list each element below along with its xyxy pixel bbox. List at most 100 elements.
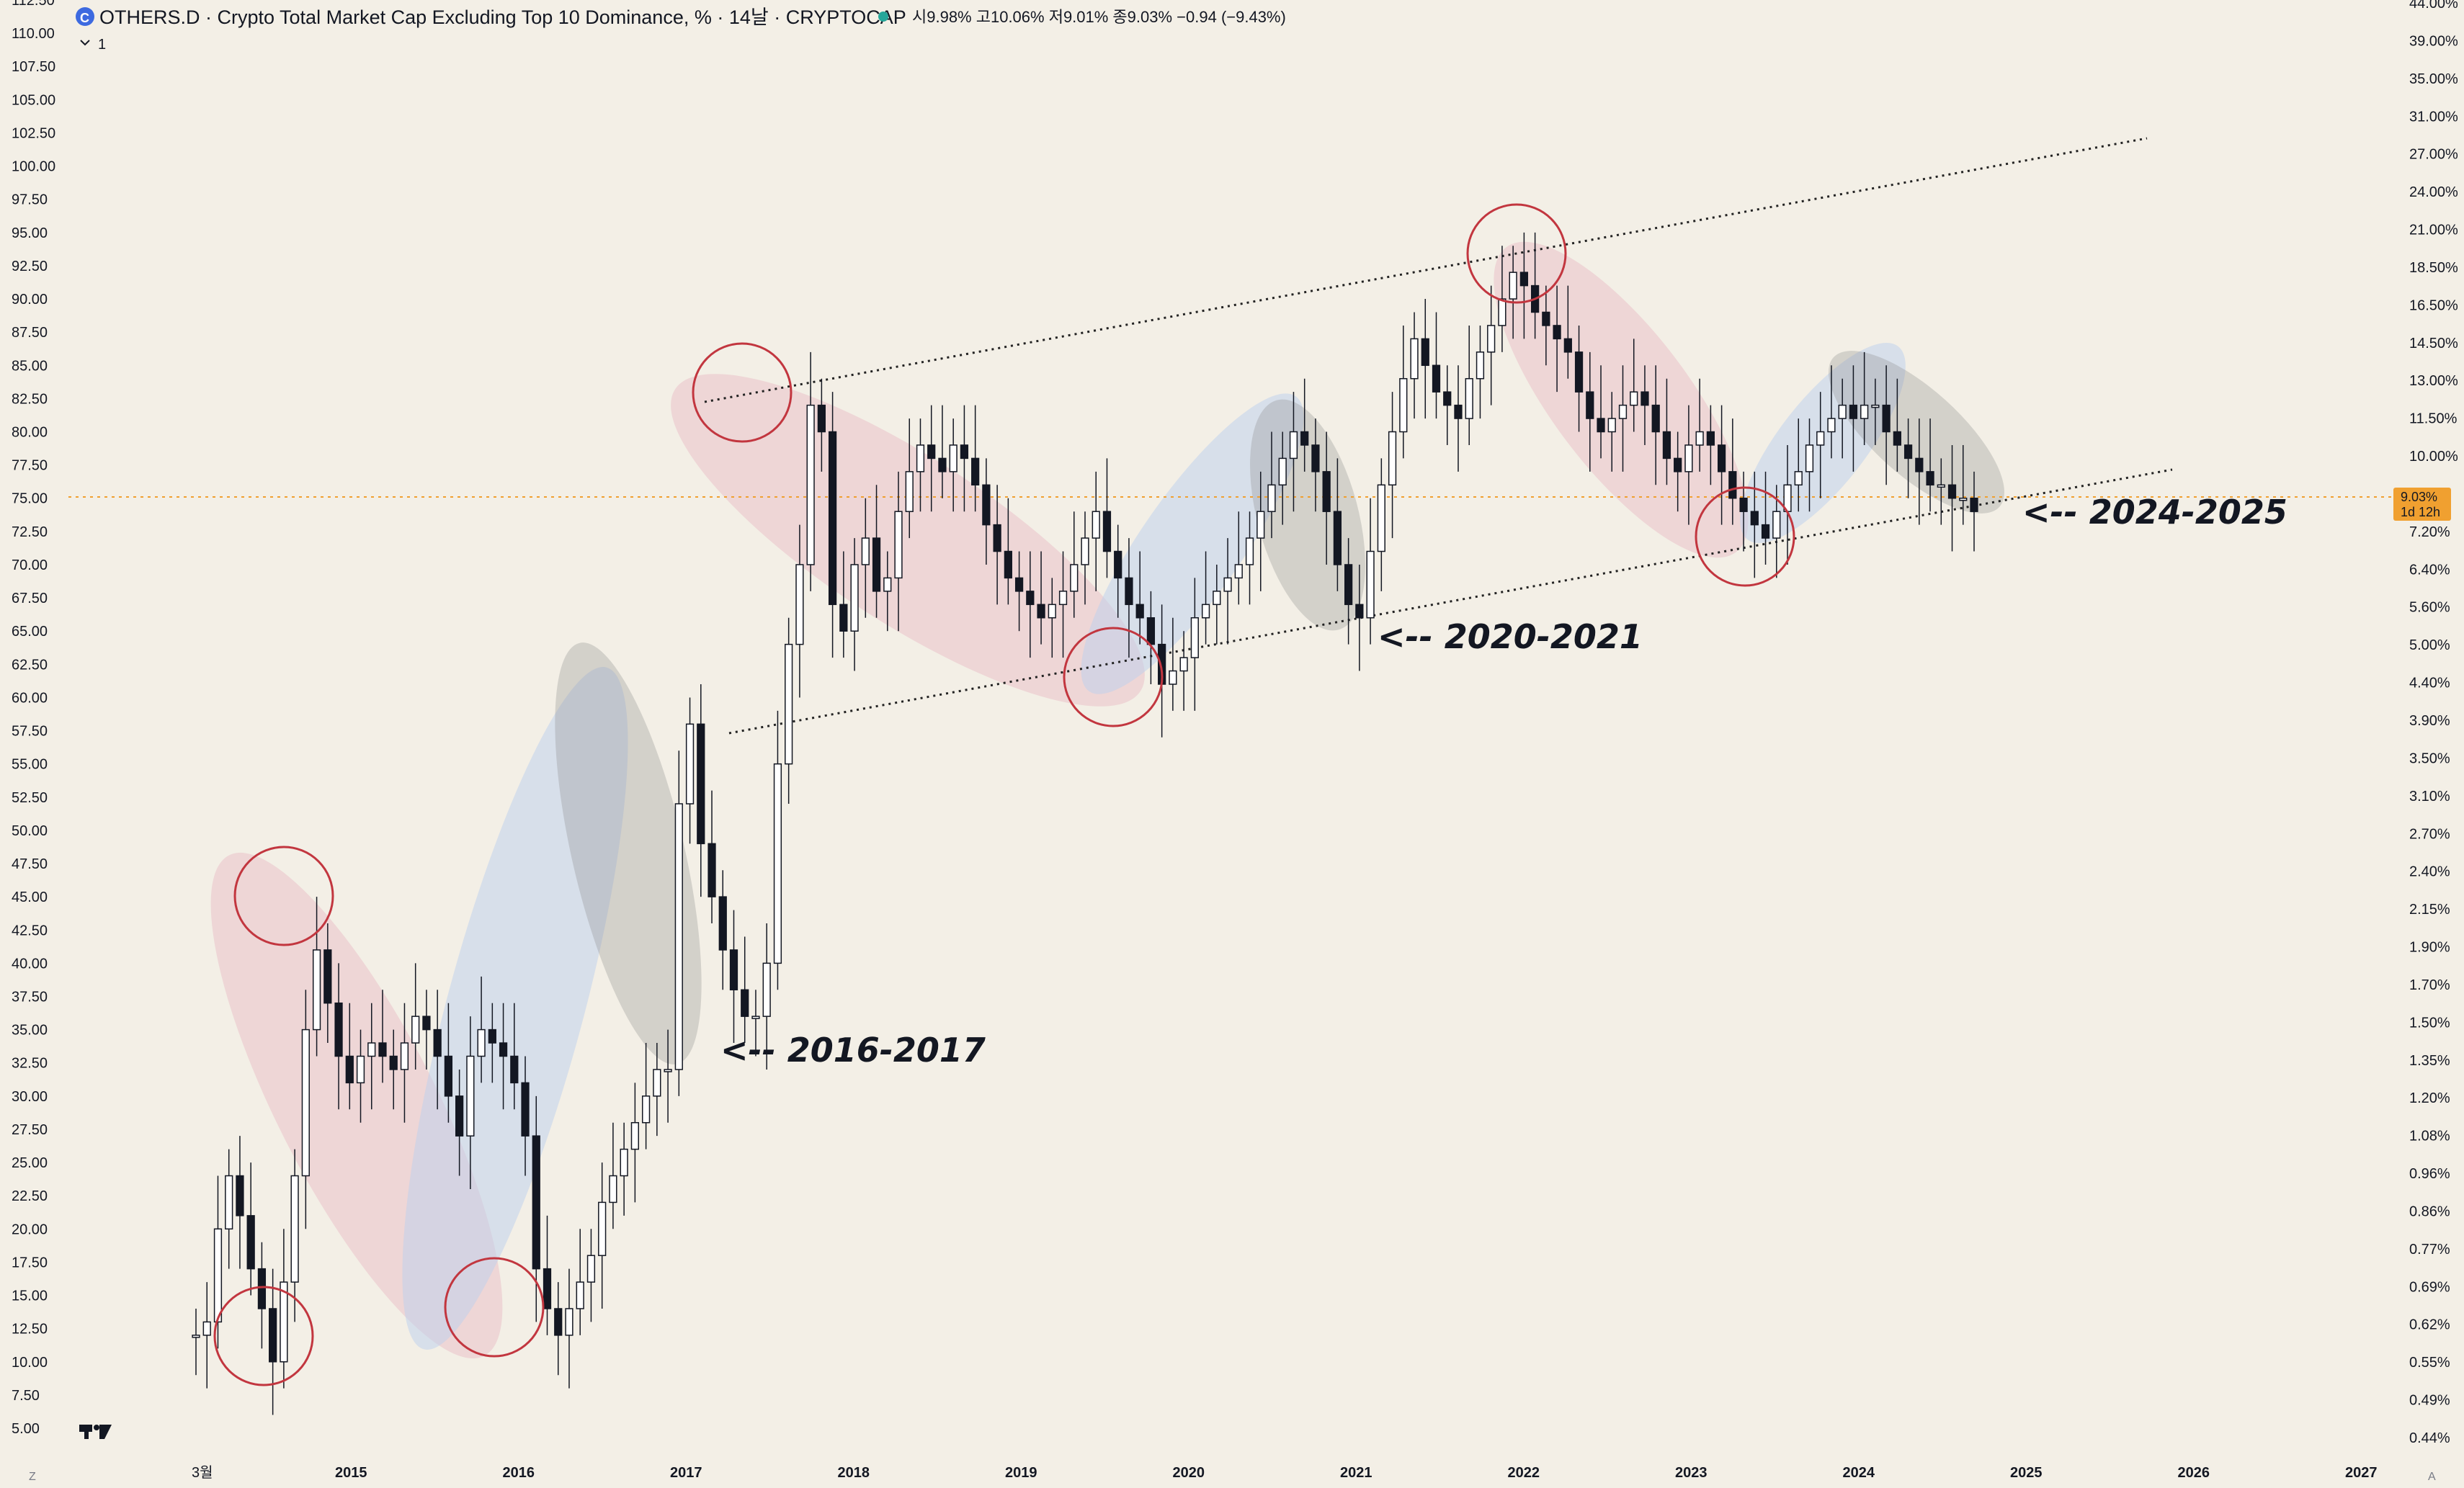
candle-body xyxy=(1674,457,1682,472)
candle-body xyxy=(225,1175,233,1230)
indicator-toggle[interactable]: 1 xyxy=(80,37,106,53)
candle-body xyxy=(938,457,947,472)
candle-body xyxy=(1070,564,1079,592)
candle-body xyxy=(806,404,815,565)
left-axis-tick: 12.50 xyxy=(12,1322,48,1337)
candle-body xyxy=(1959,497,1968,501)
time-axis-tick: 2025 xyxy=(2010,1465,2043,1481)
candle-body xyxy=(1300,431,1309,446)
time-axis[interactable]: 3월 2015 2016 2017 2018 2019 2020 2021 2022 2023 20… xyxy=(192,1464,2378,1481)
candle-body xyxy=(861,537,870,565)
candle-body xyxy=(697,723,705,845)
candle-body xyxy=(1586,391,1594,419)
candle-body xyxy=(1926,471,1934,486)
candle-body xyxy=(1487,325,1496,353)
trend-channel[interactable] xyxy=(704,137,2173,735)
candle-body xyxy=(927,444,936,460)
candle-body xyxy=(1937,484,1945,488)
time-axis-tick: 2016 xyxy=(503,1465,535,1481)
candle-body xyxy=(1135,604,1144,619)
candle-body xyxy=(630,1121,640,1150)
left-axis-tick: 67.50 xyxy=(12,591,48,606)
candle-body xyxy=(301,1028,310,1177)
left-axis-tick: 97.50 xyxy=(12,192,48,208)
zone-blue xyxy=(402,667,628,1350)
candle-body xyxy=(269,1308,277,1363)
time-axis-tick: 2021 xyxy=(1340,1465,1372,1481)
candle-body xyxy=(1048,604,1056,619)
svg-text:C: C xyxy=(80,11,89,25)
candle-body xyxy=(532,1135,540,1270)
right-axis-tick: 1.90% xyxy=(2409,940,2450,956)
right-axis-tick: 0.62% xyxy=(2409,1317,2450,1333)
candle-body xyxy=(1816,431,1825,446)
candle-body xyxy=(1125,577,1133,606)
left-axis-tick: 10.00 xyxy=(12,1355,48,1371)
candle-body xyxy=(1014,577,1024,592)
candle-body xyxy=(1432,364,1441,393)
candle-body xyxy=(1838,404,1847,419)
candle-body xyxy=(1333,511,1342,565)
right-axis-tick: 2.15% xyxy=(2409,902,2450,918)
candle-body xyxy=(1662,431,1671,460)
candle-body xyxy=(1805,444,1814,472)
candle-body xyxy=(1234,564,1243,579)
time-axis-tick: 2022 xyxy=(1508,1465,1540,1481)
left-axis-tick: 87.50 xyxy=(12,325,48,341)
candle-body xyxy=(213,1228,223,1323)
corner-left-label[interactable]: Z xyxy=(29,1471,36,1483)
left-axis-tick: 32.50 xyxy=(12,1056,48,1072)
candle-body xyxy=(916,444,925,472)
candle-body xyxy=(576,1281,584,1309)
candle-body xyxy=(1223,577,1232,592)
right-axis-tick: 21.00% xyxy=(2409,223,2458,238)
candle-body xyxy=(1410,338,1419,380)
candle-body xyxy=(1739,497,1748,512)
candle-body xyxy=(1509,272,1517,300)
candle-body xyxy=(280,1281,288,1363)
right-percent-axis[interactable]: 44.00% 39.00% 35.00% 31.00% 27.00% 24.00% 21.0… xyxy=(2409,0,2458,1446)
candle-body xyxy=(620,1148,628,1177)
candle-body xyxy=(1607,418,1616,433)
time-axis-tick: 2015 xyxy=(335,1465,367,1481)
annotation-2020-2021: <-- 2020-2021 xyxy=(1378,617,1643,656)
channel-lower-line xyxy=(728,468,2173,735)
candle-body xyxy=(565,1308,573,1336)
candle-body xyxy=(1947,484,1957,499)
corner-right-label[interactable]: A xyxy=(2428,1471,2436,1483)
candle-body xyxy=(586,1255,596,1283)
right-axis-tick: 39.00% xyxy=(2409,33,2458,49)
left-axis-tick: 52.50 xyxy=(12,790,48,806)
candle-body xyxy=(664,1069,672,1072)
pivot-circle xyxy=(444,1257,545,1358)
candle-body xyxy=(1081,537,1089,565)
candle-body xyxy=(1267,484,1276,512)
candle-body xyxy=(883,577,892,592)
candle-body xyxy=(323,949,332,1004)
candle-body xyxy=(411,1016,420,1044)
candle-body xyxy=(707,843,716,897)
candle-body xyxy=(1794,471,1803,486)
candle-body xyxy=(609,1175,617,1204)
left-axis-tick: 65.00 xyxy=(12,624,48,640)
candle-body xyxy=(192,1335,200,1338)
left-axis-tick: 27.50 xyxy=(12,1122,48,1138)
candle-body xyxy=(785,643,793,765)
pivot-circle xyxy=(233,846,334,946)
right-axis-tick: 1.35% xyxy=(2409,1053,2450,1069)
right-axis-tick: 27.00% xyxy=(2409,147,2458,163)
time-axis-tick: 2018 xyxy=(838,1465,870,1481)
chevron-down-icon xyxy=(80,40,90,46)
chart-header: C OTHERS.D · Crypto Total Market Cap Exc… xyxy=(76,6,1286,53)
candle-body xyxy=(1092,511,1100,539)
candle-body xyxy=(1860,404,1869,419)
candle-body xyxy=(960,444,969,460)
symbol-title[interactable]: OTHERS.D · Crypto Total Market Cap Exclu… xyxy=(99,6,906,28)
market-status-dot xyxy=(878,12,888,22)
candle-body xyxy=(1146,617,1156,645)
candle-body xyxy=(1388,431,1397,486)
left-price-axis[interactable]: 112.50 110.00 107.50 105.00 102.50 100.00 97.5… xyxy=(12,0,55,1437)
candle-body xyxy=(1454,404,1463,419)
zone-blue xyxy=(1081,393,1304,694)
